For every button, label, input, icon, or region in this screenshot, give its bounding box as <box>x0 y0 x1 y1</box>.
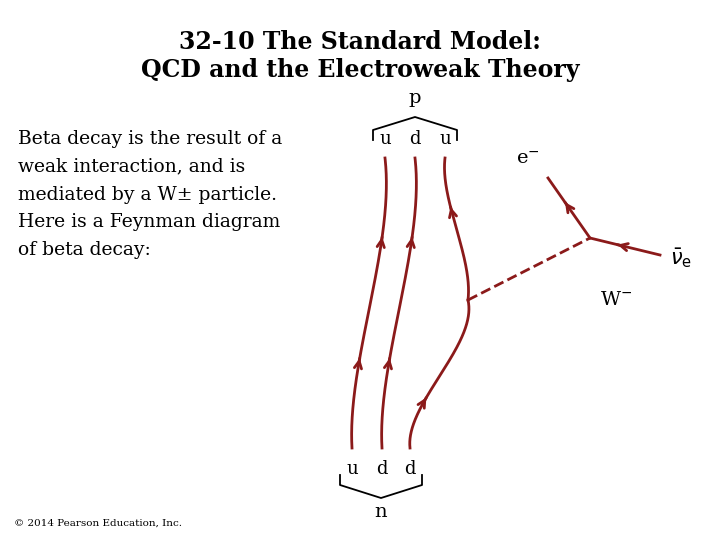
Text: d: d <box>404 460 415 478</box>
Text: u: u <box>379 130 391 148</box>
Text: p: p <box>409 89 421 107</box>
Text: QCD and the Electroweak Theory: QCD and the Electroweak Theory <box>140 58 580 82</box>
Text: Beta decay is the result of a
weak interaction, and is
mediated by a W± particle: Beta decay is the result of a weak inter… <box>18 130 282 259</box>
Text: e$^{-}$: e$^{-}$ <box>516 150 540 168</box>
Text: u: u <box>346 460 358 478</box>
Text: u: u <box>439 130 451 148</box>
Text: $\bar{\nu}_{\mathrm{e}}$: $\bar{\nu}_{\mathrm{e}}$ <box>670 246 692 270</box>
Text: d: d <box>409 130 420 148</box>
Text: n: n <box>374 503 387 521</box>
Text: d: d <box>377 460 388 478</box>
Text: W$^{-}$: W$^{-}$ <box>600 291 632 309</box>
Text: 32-10 The Standard Model:: 32-10 The Standard Model: <box>179 30 541 54</box>
Text: © 2014 Pearson Education, Inc.: © 2014 Pearson Education, Inc. <box>14 519 182 528</box>
